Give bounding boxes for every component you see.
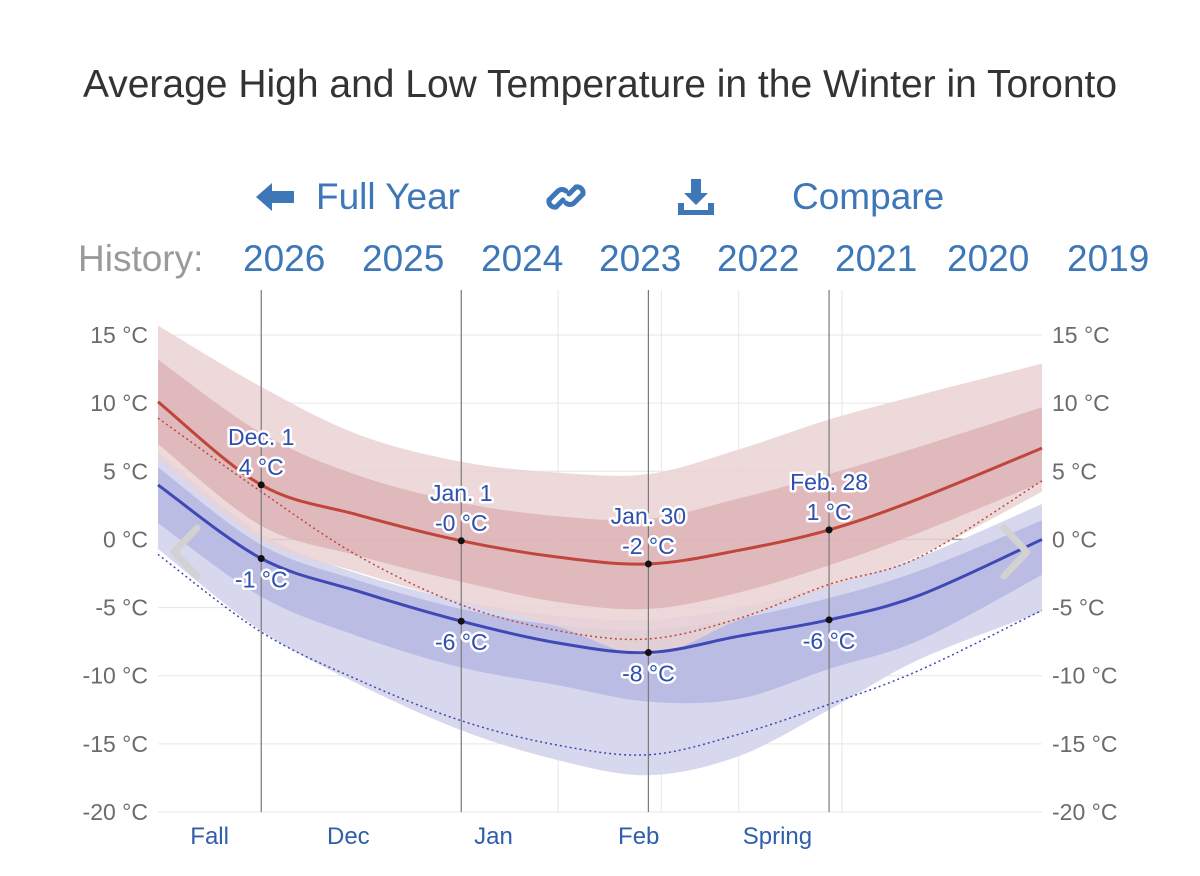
y-axis-ticks: 15 °C 15 °C 10 °C 10 °C 5 °C 5 °C 0 °C 0 °C -5 °… xyxy=(83,322,1118,825)
data-point xyxy=(257,555,265,563)
data-point xyxy=(257,481,265,489)
annotation-value: 1 °C xyxy=(807,499,852,525)
download-icon xyxy=(678,179,714,215)
history-bar: History: 2026 2025 2024 2023 2022 2021 2… xyxy=(0,232,1200,286)
low-dotted-line xyxy=(157,553,1043,756)
data-point xyxy=(457,537,465,545)
history-year-2025[interactable]: 2025 xyxy=(362,238,445,279)
annotation-value: -0 °C xyxy=(435,510,488,536)
y-tick-right: 0 °C xyxy=(1052,526,1097,552)
annotation-value: -8 °C xyxy=(622,661,675,687)
annotation-value: -6 °C xyxy=(435,629,488,655)
y-tick-left: 5 °C xyxy=(103,458,148,484)
annotation-value: -6 °C xyxy=(803,628,856,654)
temperature-bands xyxy=(158,325,1042,776)
data-point xyxy=(825,526,833,534)
toolbar: Full Year Compare xyxy=(0,168,1200,228)
history-year-2019[interactable]: 2019 xyxy=(1067,238,1150,279)
history-year-2024[interactable]: 2024 xyxy=(481,238,564,279)
y-tick-right: 15 °C xyxy=(1052,322,1110,348)
y-tick-right: 10 °C xyxy=(1052,390,1110,416)
chevron-left-icon[interactable] xyxy=(170,524,201,580)
annotation-value: -2 °C xyxy=(622,533,675,559)
chevron-right-icon[interactable] xyxy=(1000,524,1031,580)
annotation-date: Jan. 30 xyxy=(611,503,686,529)
y-tick-left: -20 °C xyxy=(83,799,148,825)
history-year-2026[interactable]: 2026 xyxy=(243,238,326,279)
y-tick-left: 15 °C xyxy=(90,322,148,348)
annotation-value: -1 °C xyxy=(235,567,288,593)
y-tick-right: -10 °C xyxy=(1052,663,1117,689)
high-band-inner xyxy=(158,359,1042,610)
history-year-2023[interactable]: 2023 xyxy=(599,238,682,279)
compare-button[interactable]: Compare xyxy=(792,168,944,226)
history-label: History: xyxy=(78,238,204,279)
compare-label: Compare xyxy=(792,176,945,217)
data-point xyxy=(644,560,652,568)
annotation-date: Dec. 1 xyxy=(228,424,294,450)
season-label: Jan xyxy=(474,823,513,850)
y-tick-left: 10 °C xyxy=(90,390,148,416)
history-year-2022[interactable]: 2022 xyxy=(717,238,800,279)
y-tick-left: 0 °C xyxy=(103,526,148,552)
annotation-value: 4 °C xyxy=(239,454,284,480)
annotation-date: Feb. 28 xyxy=(790,469,868,495)
full-year-label: Full Year xyxy=(316,176,460,217)
download-button[interactable] xyxy=(676,168,716,226)
y-tick-right: 5 °C xyxy=(1052,458,1097,484)
annotation-date: Jan. 1 xyxy=(430,480,493,506)
season-dividers xyxy=(260,290,830,812)
y-tick-left: -10 °C xyxy=(83,663,148,689)
y-tick-right: -15 °C xyxy=(1052,731,1117,757)
arrow-left-icon xyxy=(256,183,294,211)
season-label: Fall xyxy=(190,823,229,850)
high-mean-line xyxy=(157,400,1043,566)
full-year-button[interactable]: Full Year xyxy=(254,168,460,226)
chart-title: Average High and Low Temperature in the … xyxy=(82,63,1118,106)
low-mean-line xyxy=(157,483,1043,655)
season-label: Feb xyxy=(618,823,659,850)
y-tick-left: -5 °C xyxy=(95,595,148,621)
history-year-2021[interactable]: 2021 xyxy=(835,238,918,279)
low-band-outer xyxy=(158,452,1042,776)
season-label: Spring xyxy=(743,823,812,850)
high-band-outer xyxy=(158,325,1042,656)
annotations: Dec. 1 4 °C -1 °C Jan. 1 -0 °C -6 °C Jan. 30 -2… xyxy=(225,421,870,689)
data-point xyxy=(825,616,833,624)
y-tick-left: -15 °C xyxy=(83,731,148,757)
low-band-inner xyxy=(158,467,1042,704)
link-button[interactable] xyxy=(546,168,586,226)
y-tick-right: -20 °C xyxy=(1052,799,1117,825)
season-labels: Fall Dec Jan Feb Spring xyxy=(190,823,812,850)
data-point xyxy=(644,649,652,657)
y-tick-right: -5 °C xyxy=(1052,595,1105,621)
link-icon xyxy=(546,184,586,210)
history-year-2020[interactable]: 2020 xyxy=(947,238,1030,279)
data-point xyxy=(457,617,465,625)
temperature-chart: 15 °C 15 °C 10 °C 10 °C 5 °C 5 °C 0 °C 0 °C -5 °… xyxy=(83,290,1118,850)
temperature-lines xyxy=(157,400,1043,756)
season-label: Dec xyxy=(327,823,370,850)
